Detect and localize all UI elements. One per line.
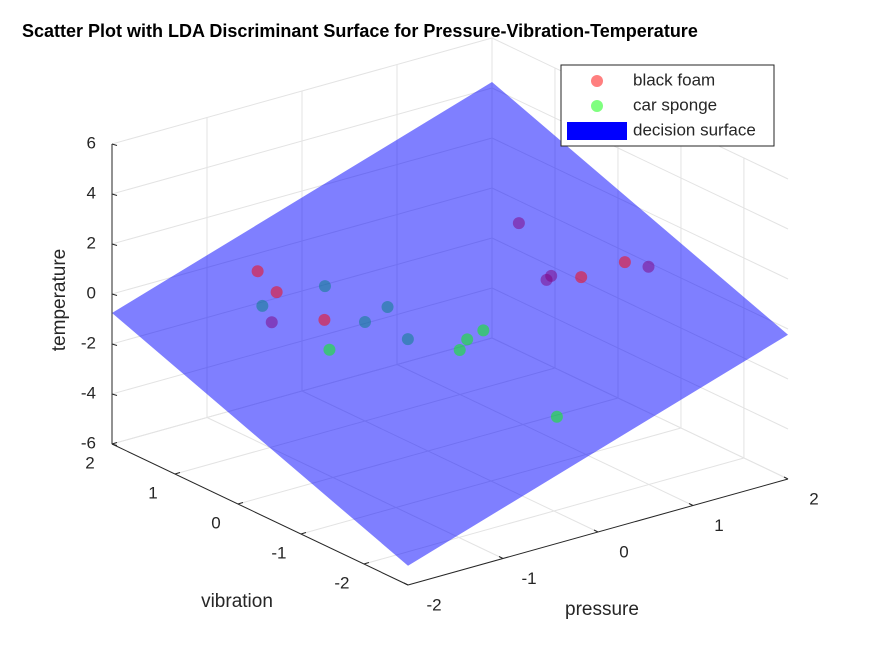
z-tick-label: -6 [81,433,96,452]
y-tick-label: 2 [85,453,94,472]
legend-label: black foam [633,70,715,89]
y-tick-label: 1 [148,483,157,502]
tick-mark [111,143,118,146]
x-axis-line [407,478,789,586]
data-point [251,265,264,278]
grid-line [111,87,493,195]
z-tick-label: 2 [87,233,96,252]
z-tick-label: -2 [81,333,96,352]
tick-mark [111,393,118,396]
grid-line [111,37,493,145]
y-tick-label: -1 [271,543,286,562]
tick-mark [363,562,370,565]
tick-mark [237,502,244,505]
tick-mark [783,476,789,480]
points-in-front [251,256,631,423]
x-tick-label: 1 [714,516,723,535]
z-axis-label: temperature [49,249,70,351]
data-point [323,343,336,356]
z-tick-label: -4 [81,383,96,402]
tick-mark [498,556,504,559]
y-tick-label: -2 [334,573,349,592]
legend-label: car sponge [633,95,717,114]
tick-mark [300,532,307,535]
legend-swatch [567,122,627,140]
x-tick-label: 0 [619,542,628,561]
legend-marker [591,100,603,112]
x-tick-label: 2 [809,489,818,508]
x-tick-label: -2 [426,595,441,614]
surface-layer [112,82,788,566]
data-point [461,333,474,346]
tick-mark [688,503,694,506]
y-axis-label: vibration [201,591,273,612]
tick-mark [111,293,118,296]
legend: black foam car sponge decision surface [560,64,775,147]
data-point [453,343,466,356]
tick-mark [111,243,118,246]
tick-mark [111,193,118,196]
data-point [575,271,588,284]
grid-line [491,87,789,230]
data-point [270,286,283,299]
x-tick-label: -1 [521,569,536,588]
y-tick-label: 0 [211,513,220,532]
y-axis-line [111,443,409,586]
data-point [318,313,331,326]
legend-marker [591,75,603,87]
chart-title: Scatter Plot with LDA Discriminant Surfa… [22,21,698,41]
decision-surface [112,82,788,566]
data-point [477,324,490,337]
data-point [550,410,563,423]
x-axis-label: pressure [565,599,639,620]
legend-label: decision surface [633,120,756,139]
tick-mark [593,529,599,533]
z-tick-label: 4 [87,183,96,202]
data-point [618,256,631,269]
tick-mark [111,343,118,346]
z-tick-label: 0 [87,283,96,302]
tick-mark [174,472,181,475]
z-tick-label: 6 [87,133,96,152]
